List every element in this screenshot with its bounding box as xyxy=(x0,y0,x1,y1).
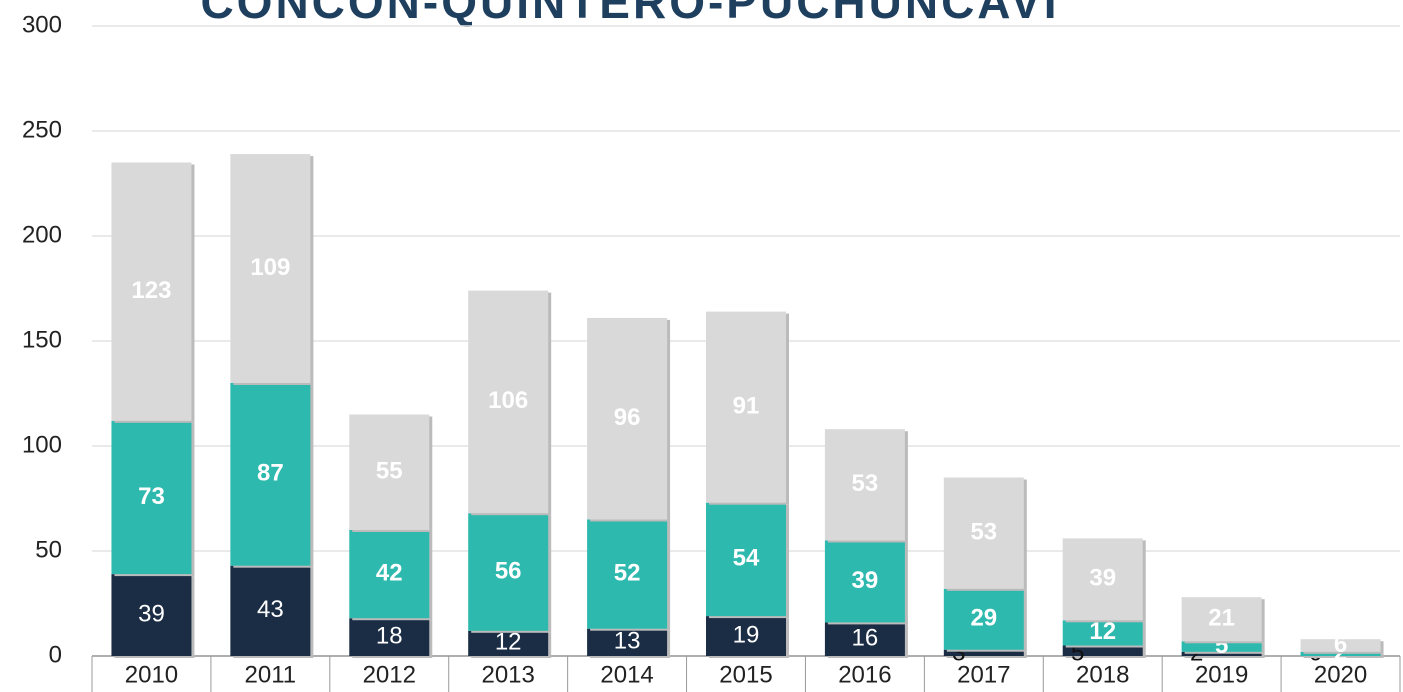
data-label: 39 xyxy=(138,600,165,627)
x-tick-label: 2019 xyxy=(1195,661,1248,688)
bar-segment xyxy=(1181,651,1262,656)
data-label: 13 xyxy=(614,628,641,655)
bar-segment xyxy=(230,154,311,383)
data-label: 109 xyxy=(250,254,290,281)
bar-segment xyxy=(587,519,668,629)
chart-title: CONCON-QUINTERO-PUCHUNCAVI xyxy=(200,0,1059,28)
y-tick-label: 50 xyxy=(35,536,62,563)
data-label: 12 xyxy=(495,629,522,656)
bar-segment xyxy=(111,574,192,656)
bar-segment xyxy=(706,311,786,503)
y-tick-label: 250 xyxy=(22,116,62,143)
bar-segment xyxy=(111,162,192,421)
x-tick-label: 2011 xyxy=(245,661,297,688)
data-label: 52 xyxy=(614,559,641,586)
bar-segment xyxy=(824,622,905,656)
bar-segment xyxy=(1062,538,1143,621)
bar-segment xyxy=(943,649,1024,656)
data-label: 39 xyxy=(1089,565,1116,592)
data-label: 54 xyxy=(733,545,760,572)
x-tick-label: 2012 xyxy=(363,661,416,688)
bar-segment xyxy=(230,383,311,566)
bar-segment xyxy=(1181,597,1262,642)
data-label: 106 xyxy=(488,387,528,414)
x-tick-label: 2014 xyxy=(600,661,653,688)
x-tick-label: 2017 xyxy=(957,661,1010,688)
bar-segment xyxy=(1062,645,1143,656)
data-label: 87 xyxy=(257,460,284,487)
bar-segment xyxy=(349,530,430,619)
bar-segment xyxy=(230,565,311,656)
bar-segment xyxy=(1300,639,1381,652)
bar-segment xyxy=(1300,651,1381,656)
y-tick-label: 200 xyxy=(22,221,62,248)
bar-segment xyxy=(1062,620,1143,646)
bar-segment xyxy=(587,317,668,520)
data-label: 56 xyxy=(495,557,522,584)
data-label: 53 xyxy=(852,470,879,497)
data-label: 55 xyxy=(376,458,403,485)
x-tick-label: 2010 xyxy=(125,661,178,688)
bar-segment xyxy=(1181,641,1262,652)
data-label: 29 xyxy=(970,605,997,632)
bar-segment xyxy=(468,513,549,631)
bar-segment xyxy=(943,588,1024,650)
data-label: 39 xyxy=(852,567,879,594)
data-label: 19 xyxy=(733,621,760,648)
bar-segment xyxy=(706,502,786,617)
data-label: 123 xyxy=(131,277,171,304)
y-tick-label: 300 xyxy=(22,11,62,38)
y-tick-label: 150 xyxy=(22,326,62,353)
bar-segment xyxy=(468,630,549,656)
data-label: 42 xyxy=(376,559,403,586)
bar-segment xyxy=(943,477,1024,589)
data-label: 18 xyxy=(376,622,403,649)
data-label: 16 xyxy=(852,625,879,652)
x-tick-label: 2016 xyxy=(838,661,891,688)
bar-segment xyxy=(349,414,430,530)
data-label: 96 xyxy=(614,404,641,431)
data-label: 73 xyxy=(138,483,165,510)
y-tick-label: 0 xyxy=(49,641,62,668)
bar-segment xyxy=(587,628,668,656)
bar-segment xyxy=(349,618,430,656)
data-label: 43 xyxy=(257,596,284,623)
bar-segment xyxy=(706,616,786,656)
data-label: 91 xyxy=(733,392,760,419)
x-tick-label: 2018 xyxy=(1076,661,1129,688)
x-tick-label: 2015 xyxy=(719,661,772,688)
x-tick-label: 2020 xyxy=(1314,661,1367,688)
bar-segment xyxy=(824,540,905,623)
bar-segment xyxy=(111,420,192,575)
y-tick-label: 100 xyxy=(22,431,62,458)
bar-segment xyxy=(824,429,905,541)
data-label: 12 xyxy=(1089,618,1116,645)
bar-segment xyxy=(468,290,549,514)
data-label: 53 xyxy=(970,518,997,545)
data-label: 21 xyxy=(1208,605,1235,632)
x-tick-label: 2013 xyxy=(481,661,534,688)
data-label: 6 xyxy=(1334,631,1347,658)
